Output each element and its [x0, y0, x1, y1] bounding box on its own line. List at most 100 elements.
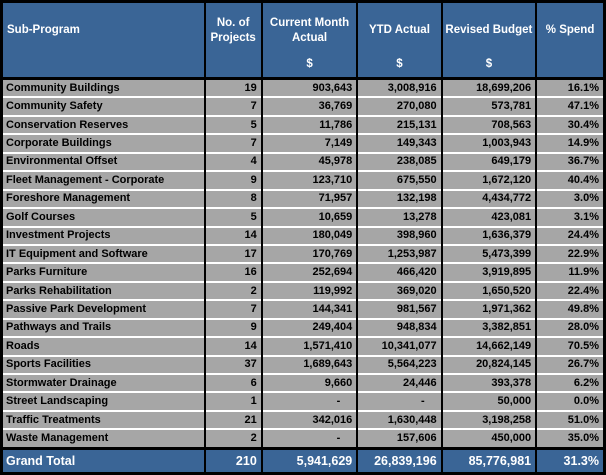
header-row: Sub-Program No. of Projects Current Mont…	[1, 1, 605, 80]
cell-ytd-actual: 238,085	[357, 151, 443, 172]
table-row: Waste Management 2 - 157,606 450,000 35.…	[1, 428, 605, 449]
table-row: Stormwater Drainage 6 9,660 24,446 393,3…	[1, 372, 605, 393]
cell-percent-spend: 22.9%	[536, 243, 605, 264]
cell-percent-spend: 0.0%	[536, 391, 605, 411]
col-header-unit	[3, 58, 204, 77]
cell-sub-program: Community Buildings	[1, 77, 206, 98]
table-row: Parks Rehabilitation 2 119,992 369,020 1…	[1, 280, 605, 301]
cell-revised-budget: 423,081	[441, 207, 538, 227]
cell-projects: 9	[204, 170, 263, 190]
cell-projects: 5	[204, 114, 263, 135]
grand-total-ytd-actual: 26,839,196	[357, 447, 443, 474]
cell-sub-program: Corporate Buildings	[1, 133, 206, 153]
cell-projects: 6	[204, 372, 263, 393]
cell-projects: 19	[204, 77, 263, 98]
cell-revised-budget: 1,971,362	[441, 299, 538, 319]
cell-percent-spend: 47.1%	[536, 96, 605, 116]
cell-sub-program: Passive Park Development	[1, 299, 206, 319]
cell-current-month-actual: 1,571,410	[261, 336, 359, 356]
cell-projects: 17	[204, 243, 263, 264]
cell-sub-program: Traffic Treatments	[1, 409, 206, 430]
cell-sub-program: Conservation Reserves	[1, 114, 206, 135]
table-row: Sports Facilities 37 1,689,643 5,564,223…	[1, 354, 605, 375]
cell-percent-spend: 3.0%	[536, 188, 605, 209]
cell-ytd-actual: 398,960	[357, 225, 443, 245]
cell-revised-budget: 5,473,399	[441, 243, 538, 264]
cell-sub-program: Investment Projects	[1, 225, 206, 245]
cell-sub-program: Parks Rehabilitation	[1, 280, 206, 301]
cell-ytd-actual: 369,020	[357, 280, 443, 301]
cell-percent-spend: 26.7%	[536, 354, 605, 375]
cell-current-month-actual: 7,149	[261, 133, 359, 153]
cell-projects: 8	[204, 188, 263, 209]
cell-current-month-actual: 903,643	[261, 77, 359, 98]
cell-current-month-actual: 71,957	[261, 188, 359, 209]
grand-total-label: Grand Total	[1, 447, 206, 474]
col-header-ytd-actual: YTD Actual $	[357, 1, 443, 80]
cell-current-month-actual: 170,769	[261, 243, 359, 264]
table-row: Community Buildings 19 903,643 3,008,916…	[1, 77, 605, 98]
cell-ytd-actual: 5,564,223	[357, 354, 443, 375]
cell-current-month-actual: 45,978	[261, 151, 359, 172]
cell-sub-program: IT Equipment and Software	[1, 243, 206, 264]
cell-revised-budget: 1,672,120	[441, 170, 538, 190]
cell-revised-budget: 393,378	[441, 372, 538, 393]
cell-ytd-actual: 948,834	[357, 317, 443, 338]
grand-total-projects: 210	[204, 447, 263, 474]
cell-percent-spend: 14.9%	[536, 133, 605, 153]
cell-projects: 14	[204, 225, 263, 245]
col-header-revised-budget: Revised Budget $	[441, 1, 538, 80]
cell-current-month-actual: 123,710	[261, 170, 359, 190]
col-header-label: Sub-Program	[7, 24, 80, 37]
cell-ytd-actual: 270,080	[357, 96, 443, 116]
cell-revised-budget: 3,919,895	[441, 262, 538, 282]
cell-projects: 5	[204, 207, 263, 227]
cell-percent-spend: 22.4%	[536, 280, 605, 301]
cell-projects: 2	[204, 428, 263, 449]
col-header-unit: $	[485, 58, 493, 70]
cell-percent-spend: 24.4%	[536, 225, 605, 245]
cell-percent-spend: 35.0%	[536, 428, 605, 449]
cell-ytd-actual: 24,446	[357, 372, 443, 393]
cell-projects: 14	[204, 336, 263, 356]
cell-percent-spend: 11.9%	[536, 262, 605, 282]
cell-ytd-actual: 3,008,916	[357, 77, 443, 98]
col-header-label: YTD Actual	[368, 24, 430, 37]
table-row: Investment Projects 14 180,049 398,960 1…	[1, 225, 605, 245]
cell-current-month-actual: 1,689,643	[261, 354, 359, 375]
cell-current-month-actual: 36,769	[261, 96, 359, 116]
cell-current-month-actual: -	[261, 391, 359, 411]
cell-projects: 9	[204, 317, 263, 338]
cell-revised-budget: 1,636,379	[441, 225, 538, 245]
cell-revised-budget: 1,650,520	[441, 280, 538, 301]
cell-sub-program: Foreshore Management	[1, 188, 206, 209]
cell-current-month-actual: 9,660	[261, 372, 359, 393]
cell-ytd-actual: 215,131	[357, 114, 443, 135]
cell-ytd-actual: 10,341,077	[357, 336, 443, 356]
col-header-current-month-actual: Current Month Actual $	[261, 1, 359, 80]
cell-ytd-actual: 13,278	[357, 207, 443, 227]
cell-sub-program: Golf Courses	[1, 207, 206, 227]
cell-ytd-actual: 132,198	[357, 188, 443, 209]
cell-percent-spend: 40.4%	[536, 170, 605, 190]
table-row: Conservation Reserves 5 11,786 215,131 7…	[1, 114, 605, 135]
cell-percent-spend: 6.2%	[536, 372, 605, 393]
cell-percent-spend: 16.1%	[536, 77, 605, 98]
cell-revised-budget: 3,198,258	[441, 409, 538, 430]
cell-current-month-actual: 119,992	[261, 280, 359, 301]
cell-current-month-actual: 180,049	[261, 225, 359, 245]
cell-ytd-actual: 149,343	[357, 133, 443, 153]
table-row: Foreshore Management 8 71,957 132,198 4,…	[1, 188, 605, 209]
table-row: Traffic Treatments 21 342,016 1,630,448 …	[1, 409, 605, 430]
cell-current-month-actual: 249,404	[261, 317, 359, 338]
cell-sub-program: Roads	[1, 336, 206, 356]
cell-current-month-actual: 252,694	[261, 262, 359, 282]
cell-sub-program: Stormwater Drainage	[1, 372, 206, 393]
cell-current-month-actual: -	[261, 428, 359, 449]
cell-sub-program: Environmental Offset	[1, 151, 206, 172]
cell-revised-budget: 573,781	[441, 96, 538, 116]
cell-projects: 7	[204, 299, 263, 319]
cell-percent-spend: 3.1%	[536, 207, 605, 227]
cell-revised-budget: 1,003,943	[441, 133, 538, 153]
